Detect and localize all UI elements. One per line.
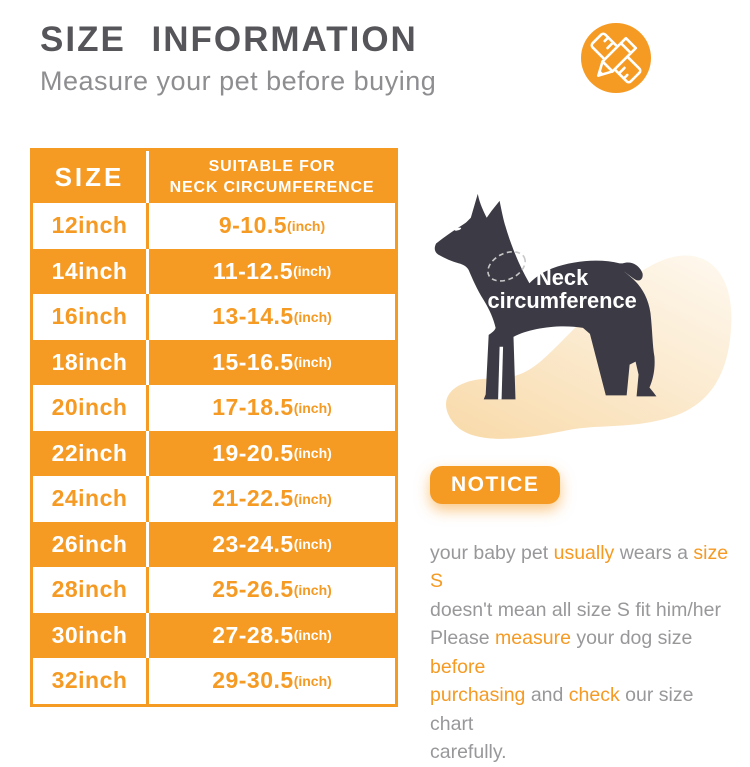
peach-blob-background	[446, 255, 732, 439]
range-value: 29-30.5	[212, 667, 294, 694]
front-leg-gap	[498, 346, 504, 400]
size-cell: 16inch	[51, 303, 128, 330]
range-value: 15-16.5	[212, 348, 294, 375]
size-column-header: SIZE	[54, 161, 125, 192]
neck-header-line2: NECK CIRCUMFERENCE	[169, 179, 375, 196]
range-unit: (inch)	[293, 445, 332, 462]
table-row: 24inch 21-22.5 (inch)	[33, 476, 395, 522]
range-cell: 15-16.5 (inch)	[146, 339, 395, 385]
range-unit: (inch)	[293, 672, 332, 689]
ruler-pencil-icon	[581, 23, 651, 93]
page-title: SIZE INFORMATION	[40, 20, 418, 59]
size-table-body: 12inch 9-10.5 (inch) 14inch 11-12.5 (inch)…	[33, 203, 395, 704]
range-unit: (inch)	[287, 217, 326, 234]
notice-segment: your dog size	[570, 627, 693, 649]
range-value: 27-28.5	[212, 621, 294, 648]
table-row: 22inch 19-20.5 (inch)	[33, 430, 395, 476]
range-value: 19-20.5	[212, 439, 294, 466]
table-row: 30inch 27-28.5 (inch)	[33, 612, 395, 658]
table-row: 14inch 11-12.5 (inch)	[33, 248, 395, 294]
notice-text: your baby pet usually wears a size S does…	[430, 539, 738, 767]
notice-segment: your baby pet	[430, 541, 554, 564]
range-cell: 25-26.5 (inch)	[146, 567, 395, 613]
size-cell: 28inch	[51, 576, 128, 603]
range-value: 21-22.5	[212, 485, 294, 512]
range-unit: (inch)	[293, 581, 332, 598]
range-cell: 23-24.5 (inch)	[146, 521, 395, 567]
range-unit: (inch)	[293, 536, 332, 553]
neck-circumference-dashed-ellipse	[487, 250, 526, 282]
range-value: 11-12.5	[212, 257, 294, 284]
size-cell: 22inch	[51, 439, 128, 466]
range-unit: (inch)	[293, 627, 332, 644]
neck-header-line1: SUITABLE FOR	[208, 158, 336, 175]
table-row: 26inch 23-24.5 (inch)	[33, 521, 395, 567]
table-row: 12inch 9-10.5 (inch)	[33, 203, 395, 249]
neck-label-line1: Neck	[536, 265, 589, 290]
size-table-header: SIZE SUITABLE FOR NECK CIRCUMFERENCE	[33, 151, 395, 203]
notice-segment: doesn't mean all size S fit him/her	[430, 598, 721, 621]
neck-label-line2: circumference	[488, 288, 637, 313]
size-cell: 18inch	[51, 348, 128, 375]
range-unit: (inch)	[293, 308, 332, 325]
range-value: 17-18.5	[212, 394, 294, 421]
range-value: 23-24.5	[212, 530, 294, 557]
notice-segment: measure	[495, 627, 571, 649]
notice-segment: before	[430, 655, 486, 678]
table-row: 20inch 17-18.5 (inch)	[33, 385, 395, 431]
notice-segment: and	[525, 684, 569, 706]
size-cell: 14inch	[51, 257, 128, 284]
notice-segment: wears a	[614, 541, 694, 564]
dog-silhouette	[434, 193, 657, 400]
notice-segment: check	[568, 684, 620, 706]
size-cell: 24inch	[51, 485, 128, 512]
notice-segment: usually	[553, 541, 615, 564]
range-unit: (inch)	[293, 490, 332, 507]
range-cell: 19-20.5 (inch)	[146, 430, 395, 476]
notice-badge: NOTICE	[430, 466, 561, 504]
table-row: 32inch 29-30.5 (inch)	[33, 658, 395, 704]
size-cell: 12inch	[51, 212, 128, 239]
table-row: 16inch 13-14.5 (inch)	[33, 294, 395, 340]
range-value: 25-26.5	[212, 576, 294, 603]
range-unit: (inch)	[293, 399, 332, 416]
range-cell: 17-18.5 (inch)	[146, 385, 395, 431]
size-table: SIZE SUITABLE FOR NECK CIRCUMFERENCE 12i…	[30, 148, 398, 707]
page-subtitle: Measure your pet before buying	[40, 66, 437, 96]
range-unit: (inch)	[293, 354, 332, 371]
range-cell: 13-14.5 (inch)	[146, 294, 395, 340]
size-cell: 30inch	[51, 621, 128, 648]
range-cell: 21-22.5 (inch)	[146, 476, 395, 522]
notice-segment: purchasing	[430, 684, 526, 706]
range-cell: 9-10.5 (inch)	[146, 203, 395, 249]
notice-segment: carefully.	[430, 741, 507, 763]
range-value: 13-14.5	[212, 303, 294, 330]
neck-circumference-column-header: SUITABLE FOR NECK CIRCUMFERENCE	[146, 151, 395, 203]
table-row: 28inch 25-26.5 (inch)	[33, 567, 395, 613]
range-cell: 29-30.5 (inch)	[146, 658, 395, 704]
notice-segment: size S	[430, 541, 729, 593]
dog-measurement-figure: Neck circumference	[420, 182, 740, 450]
size-cell: 20inch	[51, 394, 128, 421]
range-cell: 11-12.5 (inch)	[146, 248, 395, 294]
table-row: 18inch 15-16.5 (inch)	[33, 339, 395, 385]
notice-segment: Please	[430, 627, 496, 649]
size-cell: 26inch	[51, 530, 128, 557]
range-cell: 27-28.5 (inch)	[146, 612, 395, 658]
dog-eye	[454, 227, 462, 231]
range-value: 9-10.5	[218, 212, 288, 239]
size-cell: 32inch	[51, 667, 128, 694]
notice-segment: our size chart	[430, 684, 694, 735]
range-unit: (inch)	[293, 263, 332, 280]
